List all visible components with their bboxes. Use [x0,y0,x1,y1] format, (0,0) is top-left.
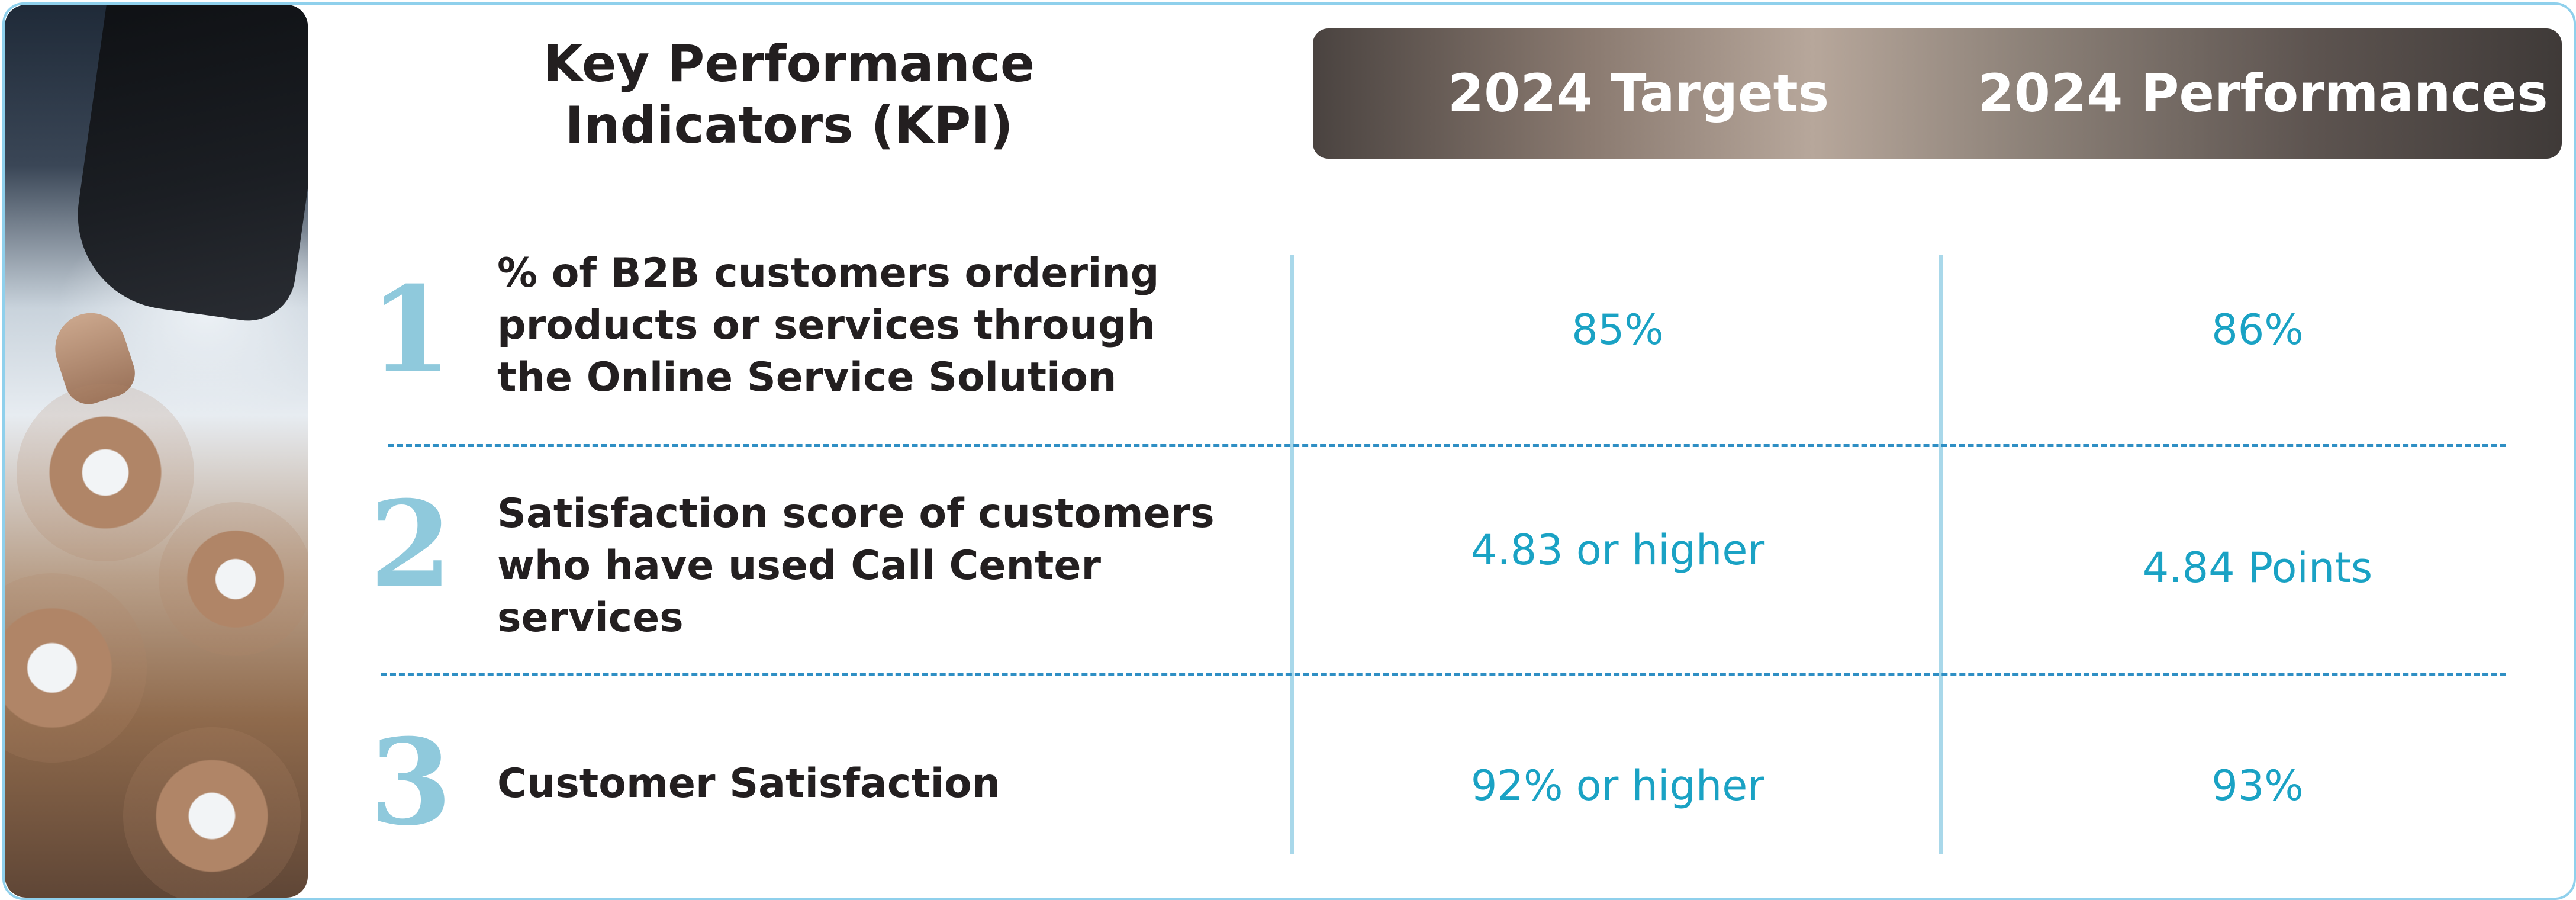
performance-value: 86% [2211,306,2304,354]
kpi-label-line: who have used Call Center [497,542,1102,589]
kpi-label-line: products or services through [497,302,1155,349]
row-divider [388,444,2506,447]
kpi-label: % of B2B customers ordering products or … [497,247,1243,404]
kpi-label: Customer Satisfaction [497,758,1243,810]
target-value: 4.83 or higher [1470,526,1765,574]
row-number: 2 [369,475,452,614]
kpi-title-line2: Indicators (KPI) [565,96,1013,155]
row-number: 1 [369,261,452,400]
gear-icon [17,384,194,561]
kpi-label-line: services [497,594,684,641]
row-number: 3 [369,713,452,852]
header-performances: 2024 Performances [1978,63,2548,124]
header-banner: 2024 Targets 2024 Performances [1313,28,2562,159]
kpi-label: Satisfaction score of customers who have… [497,488,1243,644]
performance-value: 93% [2211,761,2304,810]
target-value: 92% or higher [1470,761,1765,810]
kpi-label-line: Satisfaction score of customers [497,490,1215,537]
kpi-title-line1: Key Performance [543,34,1035,94]
kpi-label-line: the Online Service Solution [497,354,1117,401]
gears-photo [5,5,308,898]
kpi-label-line: Customer Satisfaction [497,760,1001,807]
column-divider [1939,255,1943,854]
kpi-label-line: % of B2B customers ordering [497,250,1160,297]
target-value: 85% [1572,306,1664,354]
header-targets: 2024 Targets [1447,63,1830,124]
photo-sleeve [65,5,308,327]
column-divider [1290,255,1294,854]
gear-icon [123,727,301,898]
kpi-title: Key Performance Indicators (KPI) [478,33,1100,156]
row-divider [381,673,2506,676]
gear-icon [159,502,308,656]
performance-value: 4.84 Points [2142,544,2373,592]
gear-icon [5,573,147,763]
